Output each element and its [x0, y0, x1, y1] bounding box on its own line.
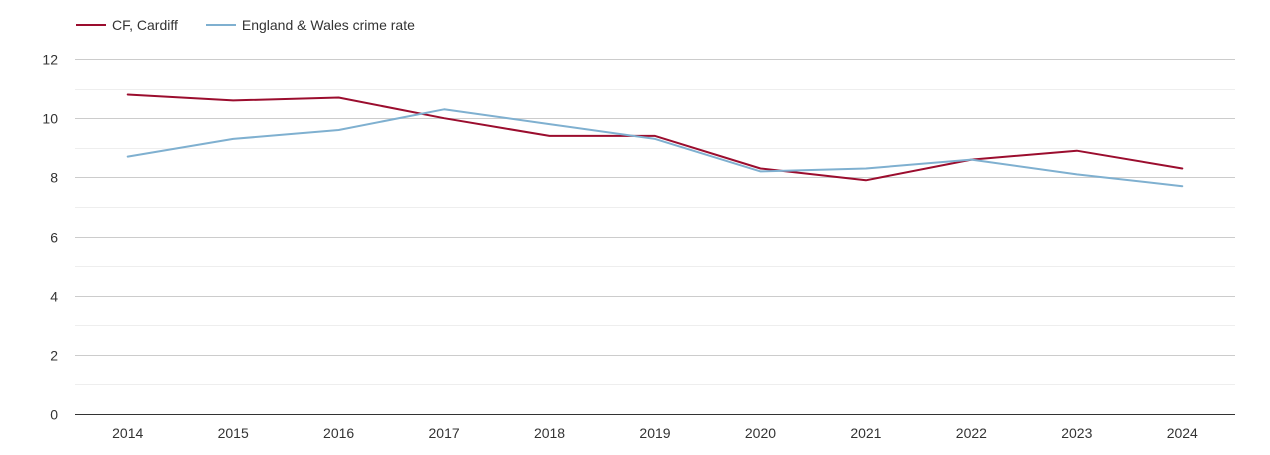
y-tick-label: 6 [50, 230, 58, 246]
x-tick-label: 2023 [1061, 425, 1092, 441]
y-tick-label: 0 [50, 407, 58, 423]
chart-legend: CF, Cardiff England & Wales crime rate [76, 15, 443, 35]
y-tick-label: 10 [42, 111, 58, 127]
x-tick-label: 2019 [639, 425, 670, 441]
legend-swatch-england-wales [205, 24, 236, 26]
legend-label-cardiff: CF, Cardiff [112, 17, 178, 33]
x-tick-label: 2015 [218, 425, 249, 441]
y-tick-label: 12 [42, 52, 58, 68]
x-tick-label: 2017 [429, 425, 460, 441]
series-layer [126, 93, 1184, 188]
grid-layer [75, 59, 1235, 385]
legend-item-england-wales[interactable]: England & Wales crime rate [205, 17, 415, 33]
x-tick-label: 2022 [956, 425, 987, 441]
x-tick-label: 2016 [323, 425, 354, 441]
legend-item-cardiff[interactable]: CF, Cardiff [76, 17, 178, 33]
y-tick-label: 4 [50, 289, 58, 305]
series-line-cardiff[interactable] [126, 93, 1184, 182]
x-tick-label: 2018 [534, 425, 565, 441]
x-tick-label: 2020 [745, 425, 776, 441]
x-tick-label: 2021 [850, 425, 881, 441]
axis-layer: 0 2 4 6 8 10 12 2014 2015 2016 2017 2018 2019 2020 202… [42, 52, 1235, 441]
x-tick-label: 2014 [112, 425, 143, 441]
x-tick-label: 2024 [1167, 425, 1198, 441]
legend-label-england-wales: England & Wales crime rate [241, 17, 415, 33]
series-line-england-wales[interactable] [126, 108, 1184, 188]
y-tick-label: 2 [50, 348, 58, 364]
y-tick-label: 8 [50, 170, 58, 186]
legend-swatch-cardiff [76, 24, 106, 26]
